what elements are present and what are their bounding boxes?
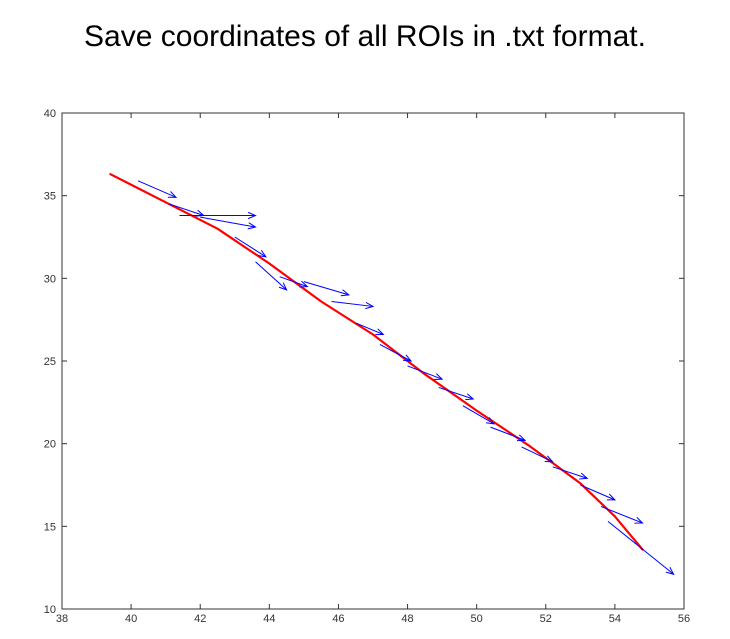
arrow-head: [485, 417, 496, 425]
arrow-head: [634, 517, 644, 524]
arrow-head: [340, 289, 351, 297]
arrow-head: [544, 455, 554, 463]
x-tick-label: 46: [332, 613, 344, 625]
arrow-shaft: [234, 236, 267, 258]
velocity-arrow: [607, 520, 675, 576]
x-tick-label: 56: [678, 613, 690, 625]
velocity-arrow: [355, 322, 385, 336]
y-tick-label: 15: [44, 521, 56, 533]
arrow-head: [579, 472, 589, 480]
arrow-shaft: [607, 520, 674, 575]
velocity-arrow: [179, 211, 257, 220]
arrow-shaft: [552, 466, 588, 479]
velocity-arrow: [600, 506, 644, 524]
velocity-arrow: [438, 386, 475, 401]
page-heading: Save coordinates of all ROIs in .txt for…: [84, 20, 646, 53]
arrow-head: [517, 434, 527, 442]
x-tick-label: 48: [401, 613, 413, 625]
velocity-arrow: [552, 466, 589, 480]
arrow-head: [257, 249, 267, 258]
arrow-head: [247, 222, 257, 230]
x-tick-label: 40: [125, 613, 137, 625]
x-tick-label: 54: [609, 613, 621, 625]
arrow-head: [434, 373, 444, 380]
arrow-shaft: [407, 365, 443, 380]
velocity-arrow: [255, 261, 288, 291]
arrow-head: [375, 328, 385, 336]
axis-ticks: 38 40 42 44 46 48 50 52 54 56 10 15 20 25 30 35 40: [44, 108, 690, 625]
x-tick-label: 42: [194, 613, 206, 625]
y-tick-label: 40: [44, 108, 56, 120]
arrow-shaft: [168, 203, 204, 216]
velocity-arrow: [279, 276, 309, 288]
velocity-arrow: [234, 236, 267, 258]
arrow-shaft: [521, 446, 553, 463]
arrow-head: [168, 191, 178, 198]
arrow-head: [606, 493, 617, 501]
x-tick-label: 50: [471, 613, 483, 625]
arrow-head: [402, 354, 413, 362]
arrow-head: [299, 280, 309, 288]
x-tick-label: 38: [56, 613, 68, 625]
y-tick-label: 10: [44, 604, 56, 616]
velocity-arrow: [303, 281, 351, 297]
velocity-arrow: [137, 180, 178, 198]
y-tick-label: 35: [44, 191, 56, 203]
velocity-arrow: [490, 426, 527, 442]
arrow-head: [278, 282, 288, 291]
arrow-shaft: [255, 261, 287, 291]
velocity-arrow: [379, 344, 413, 362]
y-tick-label: 25: [44, 356, 56, 368]
velocity-arrow: [407, 365, 444, 380]
x-tick-label: 52: [540, 613, 552, 625]
arrow-shaft: [600, 506, 643, 524]
arrow-head: [247, 211, 257, 220]
plot-area: [61, 112, 685, 610]
arrow-shaft: [331, 300, 374, 307]
arrow-head: [365, 302, 375, 310]
x-tick-label: 44: [263, 613, 275, 625]
velocity-arrow: [462, 405, 496, 425]
y-tick-label: 20: [44, 439, 56, 451]
arrow-shaft: [200, 216, 256, 228]
velocity-arrow: [521, 446, 554, 463]
arrow-shaft: [490, 426, 526, 441]
arrow-shaft: [438, 386, 474, 400]
velocity-arrow: [580, 484, 617, 501]
velocity-arrow: [200, 216, 257, 230]
velocity-arrows: [137, 180, 675, 576]
arrow-shaft: [580, 484, 616, 501]
arrow-head: [665, 566, 675, 576]
arrow-shaft: [137, 180, 177, 198]
arrow-shaft: [303, 281, 349, 296]
arrow-shaft: [355, 322, 384, 336]
arrow-shaft: [462, 405, 495, 425]
velocity-arrow: [331, 300, 375, 310]
arrow-shaft: [379, 344, 412, 362]
arrow-shaft: [279, 276, 308, 288]
y-tick-label: 30: [44, 273, 56, 285]
arrow-head: [465, 393, 475, 401]
